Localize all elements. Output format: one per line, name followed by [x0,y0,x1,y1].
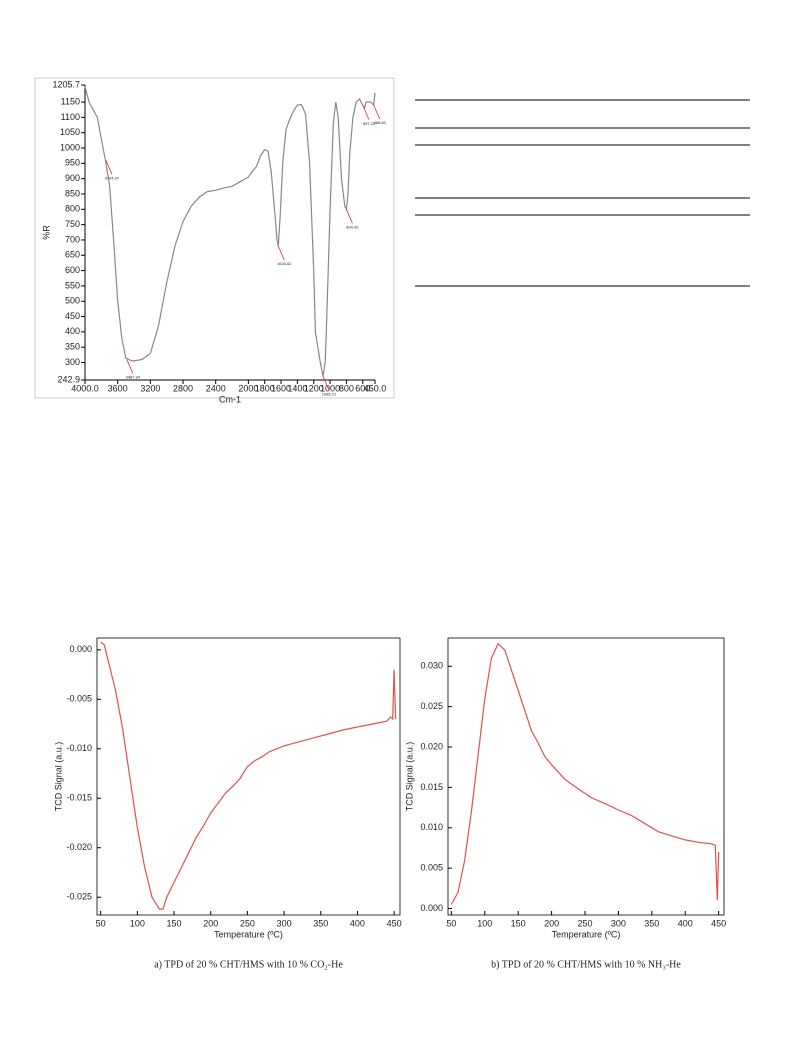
y-tick-label: 1150 [61,96,80,106]
figure-caption: a) TPD of 20 % CHT/HMS with 10 % CO₂-He [154,959,343,970]
y-tick-label: 242.9 [57,374,80,384]
y-tick-label: 0.030 [420,661,443,671]
x-tick-label: 2000 [238,383,258,393]
y-axis-label: TCD Signal (a.u.) [404,742,414,812]
x-tick-label: 150 [511,918,526,928]
y-tick-label: 850 [65,188,80,198]
y-tick-label: 700 [65,234,80,244]
annotation-label: 597.22 [363,121,376,126]
annotation-label: 3744.37 [105,175,120,180]
annotation-label: 3487.94 [126,375,141,380]
y-tick-label: 950 [65,158,80,168]
y-axis-label: TCD Signal (a.u.) [53,742,63,812]
x-tick-label: 450 [711,918,726,928]
x-tick-label: 1600 [271,383,291,393]
annotation-label: 1086.21 [322,391,337,396]
annotation-label: 800.42 [346,224,359,229]
annotation-label: 466.60 [374,120,387,125]
x-tick-label: 2400 [206,383,226,393]
plot-frame [447,637,725,916]
x-tick-label: 350 [313,918,328,928]
x-tick-label: 50 [96,918,106,928]
y-tick-label: -0.015 [66,793,92,803]
y-axis-label: %R [41,225,51,240]
x-tick-label: 3600 [108,383,128,393]
y-tick-label: -0.005 [66,694,92,704]
x-tick-label: 4000.0 [71,383,99,393]
x-tick-label: 300 [611,918,626,928]
y-tick-label: 0.020 [420,741,443,751]
y-tick-label: 550 [65,280,80,290]
y-tick-label: 300 [65,357,80,367]
x-tick-label: 1800 [255,383,275,393]
annotation-leader [105,160,113,175]
figure-caption: b) TPD of 20 % CHT/HMS with 10 % NH₃-He [491,959,681,970]
y-tick-label: 1100 [61,112,80,122]
y-tick-label: 600 [65,265,80,275]
y-tick-label: 0.000 [69,644,92,654]
x-tick-label: 400 [350,918,365,928]
x-axis-label: Cm-1 [219,394,241,404]
y-tick-label: 1205.7 [52,79,80,89]
y-tick-label: 1000 [60,142,80,152]
y-tick-label: 0.015 [420,782,443,792]
x-tick-label: 100 [130,918,145,928]
y-tick-label: -0.025 [66,892,92,902]
x-tick-label: 800 [339,383,354,393]
x-tick-label: 1200 [304,383,324,393]
x-tick-label: 250 [240,918,255,928]
empty-table [415,99,750,287]
x-tick-label: 2800 [173,383,193,393]
annotation-label: 1634.62 [277,261,292,266]
x-tick-label: 150 [167,918,182,928]
y-tick-label: -0.010 [66,743,92,753]
y-tick-label: 1050 [60,127,80,137]
x-tick-label: 200 [544,918,559,928]
plot-frame [96,637,401,916]
annotation-leader [322,376,330,391]
annotation-leader [373,104,381,120]
y-tick-label: -0.020 [66,842,92,852]
y-tick-label: 750 [65,219,80,229]
x-tick-label: 450.0 [364,383,387,393]
x-tick-label: 50 [446,918,456,928]
y-tick-label: 450 [65,311,80,321]
x-tick-label: 350 [644,918,659,928]
annotation-leader [126,359,134,374]
x-tick-label: 1400 [287,383,307,393]
y-tick-label: 0.000 [420,903,443,913]
x-tick-label: 100 [477,918,492,928]
y-tick-label: 400 [65,326,80,336]
y-tick-label: 800 [65,204,80,214]
x-tick-label: 3200 [140,383,160,393]
y-tick-label: 650 [65,250,80,260]
figure-frame [34,77,395,399]
y-tick-label: 900 [65,173,80,183]
x-tick-label: 400 [678,918,693,928]
y-tick-label: 0.010 [420,822,443,832]
x-tick-label: 600 [355,383,370,393]
y-tick-label: 350 [65,342,80,352]
x-tick-label: 1000 [320,383,340,393]
x-axis-label: Temperature (ºC) [552,929,621,939]
y-tick-label: 0.025 [420,701,443,711]
spectrum-line [100,641,397,910]
spectrum-line [84,86,376,377]
x-tick-label: 300 [277,918,292,928]
annotation-leader [346,209,353,224]
x-tick-label: 250 [577,918,592,928]
x-tick-label: 450 [387,918,402,928]
spectrum-line [450,642,720,905]
annotation-leader [277,245,285,261]
y-tick-label: 0.005 [420,863,443,873]
x-axis-label: Temperature (ºC) [214,929,283,939]
y-tick-label: 500 [65,296,80,306]
annotation-leader [362,105,370,120]
x-tick-label: 200 [203,918,218,928]
